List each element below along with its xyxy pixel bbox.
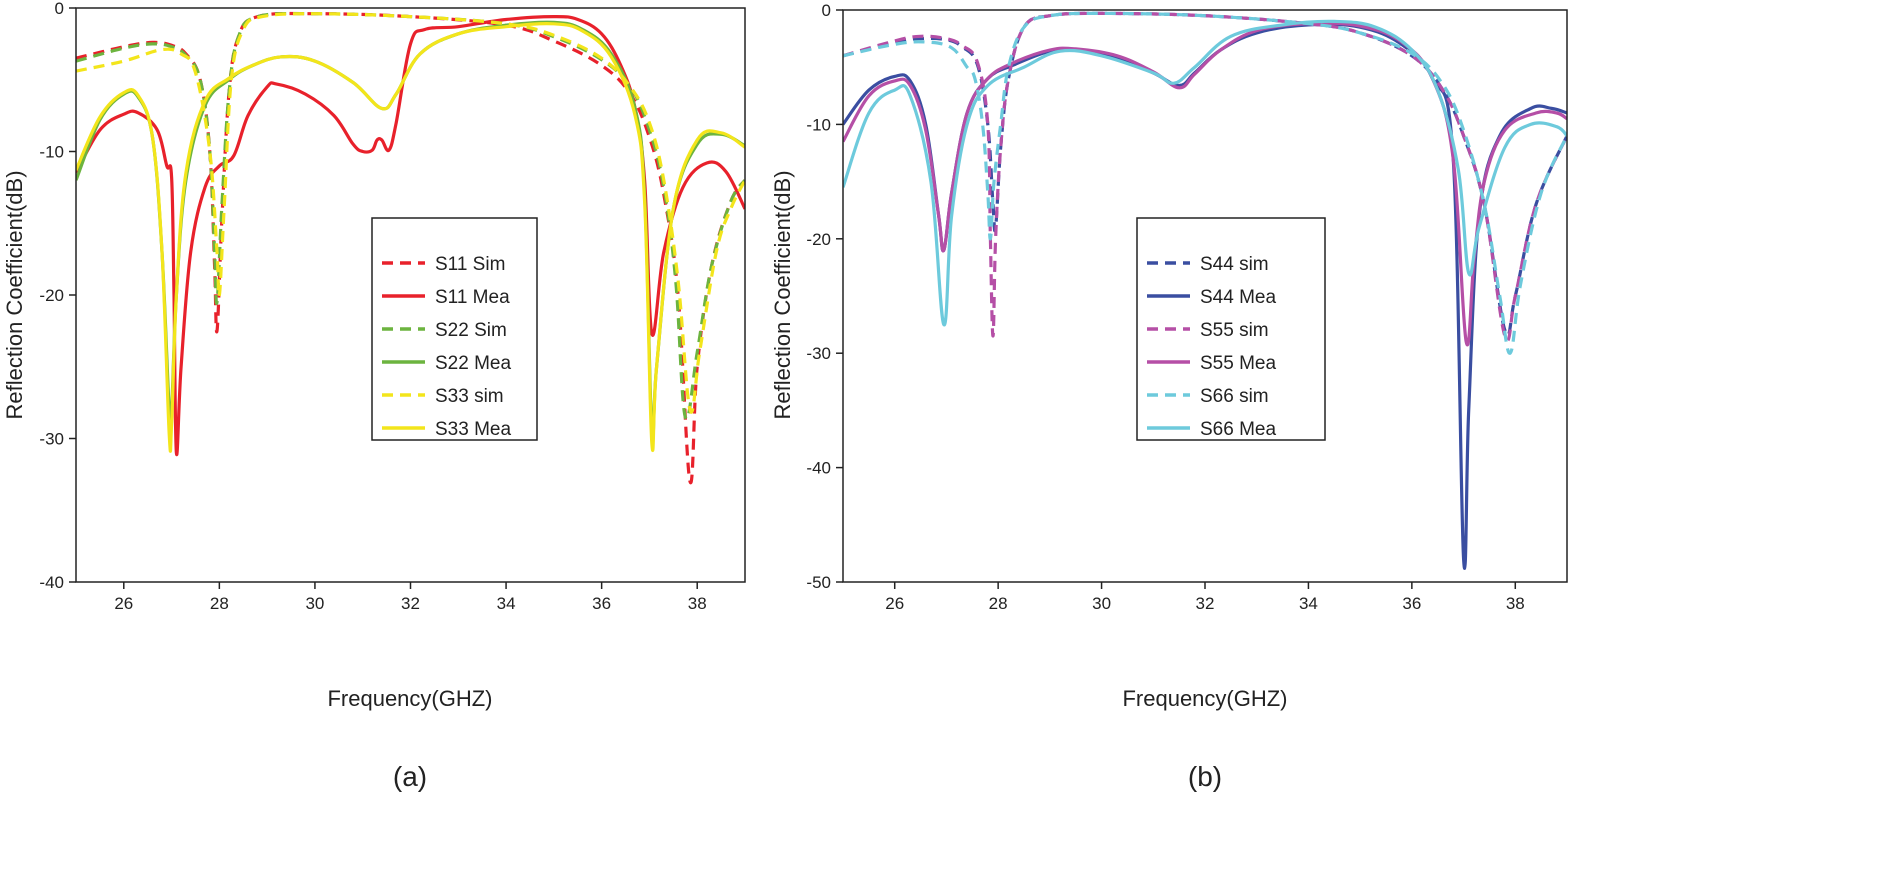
legend: S44 sim S44 Mea S55 sim S55 Mea S66 sim S66 M… <box>1136 217 1326 441</box>
x-tick-label: 26 <box>114 594 133 613</box>
panel-label: (a) <box>393 761 427 792</box>
legend-box <box>371 217 538 441</box>
x-tick-label: 30 <box>305 594 324 613</box>
legend-label: S55 sim <box>1200 320 1269 341</box>
series-line-s66-mea <box>843 19 1567 327</box>
y-tick-label: -40 <box>806 459 831 478</box>
y-tick-label: -20 <box>39 286 64 305</box>
series-line-s11-sim <box>76 11 745 485</box>
legend-label: S33 sim <box>435 386 504 407</box>
x-tick-label: 34 <box>497 594 516 613</box>
x-tick-label: 28 <box>210 594 229 613</box>
x-tick-label: 38 <box>688 594 707 613</box>
series-line-s33-mea <box>76 22 745 453</box>
chart-panel-a: Reflection Coefficient(dB) Frequency(GHZ… <box>2 0 746 792</box>
y-tick-label: -20 <box>806 230 831 249</box>
legend-label: S22 Sim <box>435 320 507 341</box>
x-axis-label: Frequency(GHZ) <box>1122 686 1287 711</box>
y-tick-label: 0 <box>55 0 64 18</box>
y-tick-label: -30 <box>39 430 64 449</box>
y-tick-label: -30 <box>806 344 831 363</box>
x-tick-label: 36 <box>1402 594 1421 613</box>
legend-label: S44 sim <box>1200 254 1269 275</box>
x-tick-label: 36 <box>592 594 611 613</box>
legend-label: S33 Mea <box>435 419 511 440</box>
x-tick-label: 26 <box>885 594 904 613</box>
x-axis-label: Frequency(GHZ) <box>327 686 492 711</box>
legend-label: S11 Mea <box>435 287 510 308</box>
x-tick-label: 32 <box>401 594 420 613</box>
legend-label: S66 Mea <box>1200 419 1276 440</box>
y-tick-label: -10 <box>806 115 831 134</box>
panel-label: (b) <box>1188 761 1222 792</box>
y-tick-label: -40 <box>39 573 64 592</box>
x-tick-label: 30 <box>1092 594 1111 613</box>
y-axis-label: Reflection Coefficient(dB) <box>770 170 795 419</box>
legend: S11 Sim S11 Mea S22 Sim S22 Mea S33 sim S33 M… <box>371 217 538 441</box>
series-line-s33-sim <box>76 12 745 414</box>
legend-label: S66 sim <box>1200 386 1269 407</box>
legend-label: S11 Sim <box>435 254 505 275</box>
x-tick-label: 38 <box>1506 594 1525 613</box>
legend-label: S22 Mea <box>435 353 511 374</box>
legend-label: S44 Mea <box>1200 287 1276 308</box>
chart-panel-b: Reflection Coefficient(dB) Frequency(GHZ… <box>770 1 1568 792</box>
legend-label: S55 Mea <box>1200 353 1276 374</box>
x-tick-label: 34 <box>1299 594 1318 613</box>
x-tick-label: 28 <box>989 594 1008 613</box>
x-tick-label: 32 <box>1196 594 1215 613</box>
y-tick-label: 0 <box>822 1 831 20</box>
series-line-s66-sim <box>843 11 1567 355</box>
y-tick-label: -10 <box>39 143 64 162</box>
y-axis-label: Reflection Coefficient(dB) <box>2 170 27 419</box>
series-line-s22-sim <box>76 11 745 421</box>
y-tick-label: -50 <box>806 573 831 592</box>
